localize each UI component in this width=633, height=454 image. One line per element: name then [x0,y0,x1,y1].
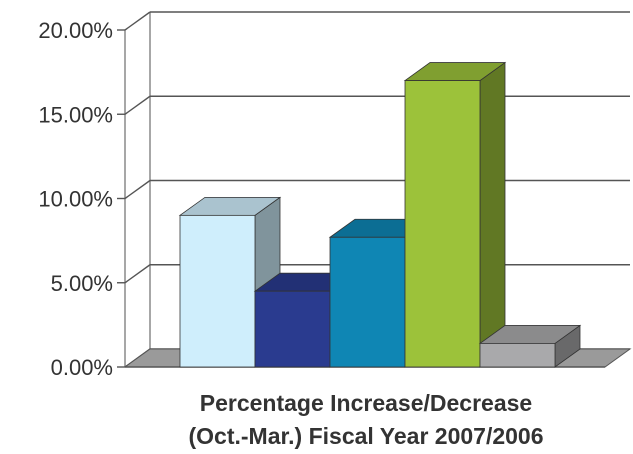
x-axis-label-line-2: (Oct.-Mar.) Fiscal Year 2007/2006 [188,423,543,449]
bar-2-front [254,290,331,368]
y-tick-label-4: 20.00% [38,18,113,43]
bar-5-front [479,343,556,368]
bar-4-front [404,80,481,368]
y-tick-label-3: 15.00% [38,102,113,127]
bar-5 [478,324,582,368]
xlabel-layer: Percentage Increase/Decrease (Oct.-Mar.)… [188,390,543,449]
gridline-depth-1 [124,264,151,284]
gridline-depth-4 [124,11,151,31]
y-tick-label-2: 10.00% [38,187,113,212]
bars-layer [178,61,582,368]
y-tick-label-0: 0.00% [51,355,113,380]
gridline-depth-2 [124,179,151,200]
bar-1-front [179,214,256,368]
bar-3-front [329,236,406,368]
ticks-layer: 0.00% 5.00% 10.00% 15.00% 20.00% [38,18,113,380]
x-axis-label-line-1: Percentage Increase/Decrease [200,390,532,416]
gridline-depth-3 [124,95,151,115]
bar-4 [403,61,507,368]
bar-4-side [479,61,506,368]
y-tick-label-1: 5.00% [51,271,113,296]
